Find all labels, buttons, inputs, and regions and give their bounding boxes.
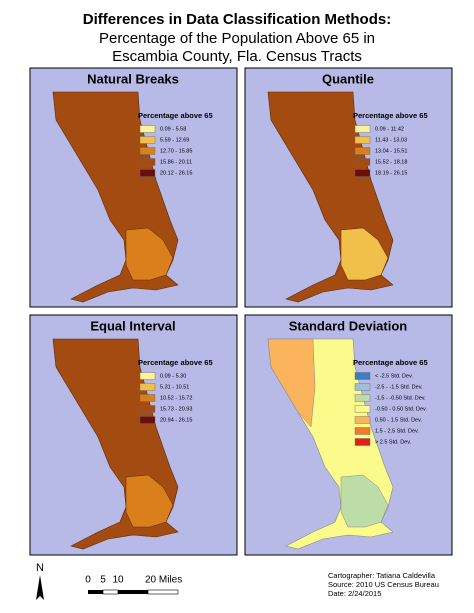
panel-frame [29,67,238,308]
legend-swatch [139,169,156,177]
legend-label: 18.19 - 26.15 [375,170,407,176]
legend-swatch [354,125,371,133]
legend-swatch [139,125,156,133]
scale-label: 5 [100,575,106,586]
legend-swatch [139,383,156,391]
panel-frame [244,314,453,556]
legend-swatch [354,416,371,424]
legend-label: 0.09 - 5.58 [160,126,186,132]
panel-title: Equal Interval [90,318,175,333]
legend-swatch [354,405,371,413]
legend-title: Percentage above 65 [353,111,428,120]
legend-label: 13.04 - 15.51 [375,148,407,154]
legend-swatch [354,147,371,155]
legend-label: 15.73 - 20.93 [160,406,192,412]
legend-label: > 2.5 Std. Dev. [375,439,412,445]
legend-swatch [139,147,156,155]
legend-label: 15.86 - 20.11 [160,159,192,165]
legend-swatch [354,438,371,446]
legend-title: Percentage above 65 [138,358,213,367]
legend-swatch [139,394,156,402]
credit-line: Cartographer: Tatiana Caldevilla [328,571,436,580]
legend-swatch [139,405,156,413]
legend-swatch [354,394,371,402]
north-arrow [36,575,44,600]
legend-label: -1.5 - -0.50 Std. Dev. [375,395,426,401]
legend-swatch [354,169,371,177]
credit-line: Date: 2/24/2015 [328,589,381,598]
legend-label: 11.43 - 13.03 [375,137,407,143]
legend-label: 12.70 - 15.85 [160,148,192,154]
legend-swatch [354,427,371,435]
legend-label: 5.59 - 12.69 [160,137,189,143]
legend-label: 0.09 - 11.42 [375,126,404,132]
panel-title: Natural Breaks [87,71,179,86]
legend-swatch [139,416,156,424]
legend-label: 10.52 - 15.72 [160,395,192,401]
panel-title: Standard Deviation [289,318,408,333]
legend-label: < -2.5 Std. Dev. [375,373,413,379]
credit-line: Source: 2010 US Census Bureau [328,580,439,589]
legend-swatch [354,383,371,391]
scale-label: 0 [85,575,91,586]
north-label: N [36,562,44,574]
legend-title: Percentage above 65 [138,111,213,120]
subtitle: Escambia County, Fla. Census Tracts [112,48,362,65]
legend-label: -2.5 - -1.5 Std. Dev. [375,384,423,390]
legend-label: 0.50 - 1.5 Std. Dev. [375,417,422,423]
legend-label: 5.31 - 10.51 [160,384,189,390]
legend-swatch [139,158,156,166]
legend-swatch [139,136,156,144]
scale-label: 20 Miles [145,575,182,586]
legend-label: 15.52 - 18.18 [375,159,407,165]
legend-swatch [354,372,371,380]
legend-swatch [354,158,371,166]
panel-frame [244,67,453,308]
legend-label: -0.50 - 0.50 Std. Dev. [375,406,427,412]
subtitle: Percentage of the Population Above 65 in [99,30,375,47]
panel-title: Quantile [322,71,374,86]
title: Differences in Data Classification Metho… [83,11,391,28]
scale-bar [88,589,179,595]
panel-frame [29,314,238,556]
legend-title: Percentage above 65 [353,358,428,367]
legend-swatch [139,372,156,380]
legend-label: 20.94 - 26.15 [160,417,192,423]
legend-swatch [354,136,371,144]
scale-label: 10 [112,575,124,586]
legend-label: 1.5 - 2.5 Std. Dev. [375,428,419,434]
legend-label: 20.12 - 26.15 [160,170,192,176]
legend-label: 0.09 - 5.30 [160,373,186,379]
